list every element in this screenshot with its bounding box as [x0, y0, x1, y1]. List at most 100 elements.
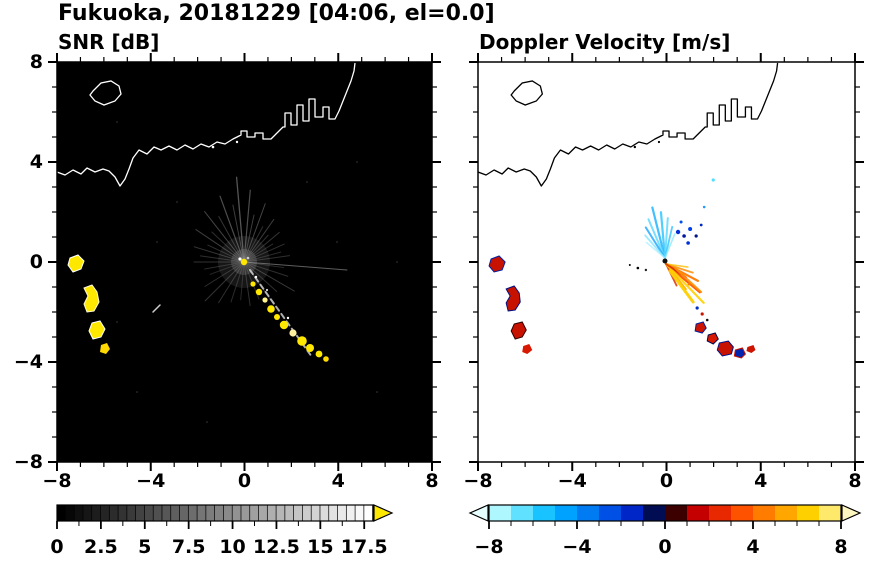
snr-colorbar-label: 0 [50, 536, 64, 558]
echo-blob [83, 284, 100, 313]
echo-dot [250, 281, 256, 287]
x-axis-tick-label: −8 [463, 470, 493, 492]
echo-blob [733, 347, 747, 359]
snr-plot-canvas [57, 62, 398, 423]
velocity-colorbar-label: 0 [658, 536, 672, 558]
echo-dot [116, 321, 118, 323]
echo-dot [636, 266, 640, 270]
echo-dot [262, 297, 268, 303]
snr-colorbar-label: 5 [138, 536, 152, 558]
snr-panel-title: SNR [dB] [58, 30, 160, 54]
doppler-plot-canvas [478, 62, 779, 359]
velocity-colorbar-label: 8 [834, 536, 848, 558]
echo-blob [706, 332, 719, 345]
echo-dot [699, 223, 703, 227]
snr-colorbar-label: 17.5 [340, 536, 388, 558]
y-axis-tick-label: 8 [29, 51, 43, 73]
echo-dot [315, 350, 323, 358]
echo-blob [67, 254, 85, 273]
x-axis-tick-label: 8 [425, 470, 439, 492]
island-coastline [510, 80, 544, 106]
echo-dot [240, 258, 248, 266]
echo-blob [716, 340, 734, 357]
echo-dot [286, 316, 290, 320]
echo-dot [265, 288, 269, 292]
echo-dot [633, 145, 637, 149]
echo-streak [152, 304, 161, 313]
echo-blob [488, 255, 506, 273]
y-axis-tick-label: 4 [29, 151, 43, 173]
echo-dot [255, 288, 263, 296]
echo-blob [100, 343, 110, 354]
coastline [57, 62, 356, 187]
echo-dot [702, 205, 706, 209]
echo-dot [687, 282, 691, 286]
echo-dot [323, 356, 329, 362]
echo-dot [682, 234, 686, 238]
echo-dot [246, 256, 250, 260]
echo-dot [279, 320, 289, 330]
echo-dot [297, 336, 307, 346]
echo-dot [306, 344, 314, 352]
x-axis-tick-label: 4 [331, 470, 345, 492]
velocity-colorbar-label: −8 [474, 536, 504, 558]
echo-blob [746, 345, 756, 353]
snr-colorbar-label: 10 [219, 536, 246, 558]
echo-blob [88, 320, 106, 340]
echo-dot [657, 140, 661, 144]
echo-dot [711, 178, 715, 182]
echo-dot [235, 140, 239, 144]
snr-colorbar-label: 15 [307, 536, 334, 558]
echo-dot [686, 241, 690, 245]
echo-dot [644, 268, 648, 272]
echo-dot [396, 261, 398, 263]
coastline [478, 62, 779, 187]
x-axis-tick-label: 8 [848, 470, 862, 492]
snr-plot [57, 62, 432, 462]
island-coastline [89, 80, 122, 106]
velocity-colorbar [488, 504, 842, 522]
echo-dot [695, 306, 699, 310]
x-axis-tick-label: 0 [659, 470, 674, 492]
echo-dot [700, 312, 704, 316]
velocity-colorbar-label: −4 [562, 536, 592, 558]
echo-dot [336, 241, 338, 243]
snr-colorbar-label: 12.5 [252, 536, 300, 558]
x-axis-tick-label: 0 [237, 470, 252, 492]
echo-dot [254, 275, 258, 279]
echo-dot [356, 161, 358, 163]
echo-dot [211, 145, 215, 149]
echo-dot [376, 391, 378, 393]
y-axis-tick-label: −8 [13, 451, 43, 473]
echo-blob [510, 321, 527, 340]
x-axis-tick-label: −4 [136, 470, 166, 492]
snr-colorbar [56, 504, 374, 522]
snr-colorbar-label: 7.5 [171, 536, 206, 558]
echo-dot [306, 181, 308, 183]
echo-dot [238, 257, 242, 261]
echo-dot [289, 329, 297, 337]
echo-dot [136, 391, 138, 393]
velocity-colorbar-under-arrow [468, 504, 489, 522]
y-axis-tick-label: −4 [13, 351, 43, 373]
echo-blob [522, 344, 533, 354]
velocity-colorbar-over-arrow [841, 504, 862, 522]
echo-dot [688, 227, 693, 231]
y-axis-tick-label: 0 [29, 251, 43, 273]
snr-colorbar-label: 2.5 [84, 536, 118, 558]
echo-dot [156, 241, 158, 243]
echo-blob [505, 285, 521, 312]
echo-dot [176, 201, 178, 203]
doppler-panel-title: Doppler Velocity [m/s] [479, 30, 731, 54]
echo-dot [267, 305, 275, 313]
x-axis-tick-label: −8 [42, 470, 72, 492]
echo-blob [694, 321, 707, 334]
snr-colorbar-over-arrow [373, 504, 394, 522]
echo-dot [675, 229, 681, 235]
velocity-colorbar-label: 4 [746, 536, 760, 558]
x-axis-tick-label: −4 [557, 470, 587, 492]
echo-dot [694, 234, 698, 238]
echo-dot [274, 314, 280, 320]
doppler-plot [478, 62, 855, 462]
